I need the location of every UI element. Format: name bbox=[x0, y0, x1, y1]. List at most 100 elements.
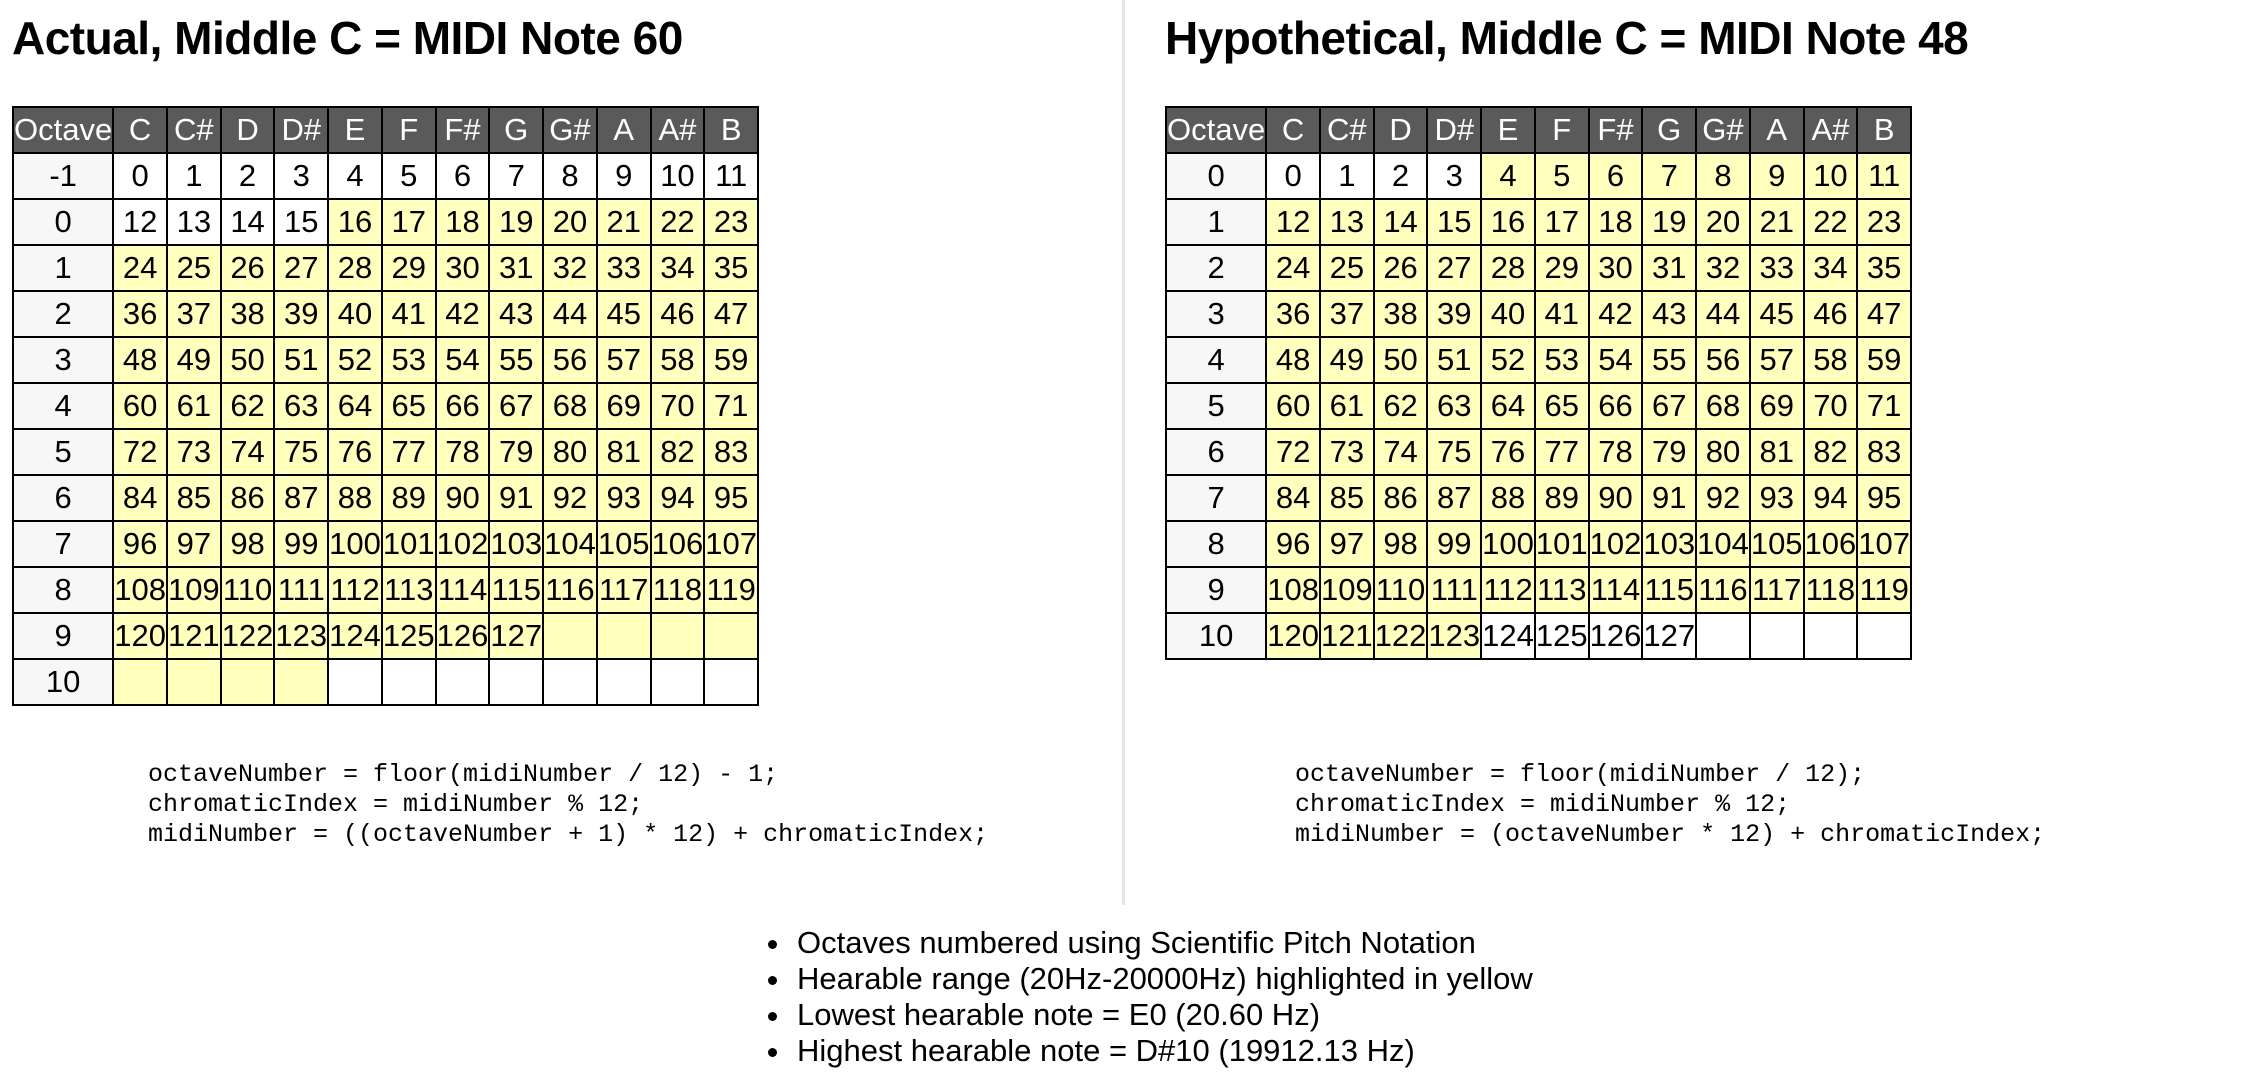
midi-note-cell: 106 bbox=[1802, 520, 1859, 568]
midi-note-cell: 65 bbox=[1533, 382, 1590, 430]
midi-note-cell: 52 bbox=[327, 336, 383, 384]
midi-note-cell: 2 bbox=[1372, 152, 1429, 200]
midi-note-cell: 50 bbox=[1372, 336, 1429, 384]
midi-note-cell: 107 bbox=[1856, 520, 1913, 568]
midi-note-cell: 39 bbox=[1426, 290, 1483, 338]
octave-cell: 6 bbox=[1164, 428, 1268, 476]
table-row: 0 0 1 2 3 4 5 6 7 8 9 10 11 bbox=[1164, 152, 1913, 200]
table-row: 9 108 109 110 111 112 113 114 115 116 117 118 119 bbox=[1164, 566, 1913, 614]
midi-note-cell: 46 bbox=[1802, 290, 1859, 338]
midi-note-cell bbox=[649, 658, 706, 706]
midi-note-cell: 120 bbox=[112, 612, 168, 660]
midi-note-cell: 8 bbox=[1695, 152, 1751, 200]
midi-note-cell: 35 bbox=[1856, 244, 1913, 292]
table-row: 9 120 121 122 123 124 125 126 127 bbox=[11, 612, 760, 660]
note-item: Lowest hearable note = E0 (20.60 Hz) bbox=[793, 997, 1533, 1033]
panel-divider bbox=[1122, 0, 1125, 905]
midi-note-cell: 110 bbox=[1372, 566, 1429, 614]
midi-note-cell: 45 bbox=[595, 290, 652, 338]
midi-note-cell: 127 bbox=[488, 612, 545, 660]
midi-note-cell: 86 bbox=[1372, 474, 1429, 522]
midi-note-cell: 72 bbox=[1265, 428, 1321, 476]
midi-note-cell: 23 bbox=[1856, 198, 1913, 246]
midi-note-cell: 14 bbox=[219, 198, 276, 246]
table-row: 1 24 25 26 27 28 29 30 31 32 33 34 35 bbox=[11, 244, 760, 292]
midi-note-cell: 34 bbox=[1802, 244, 1859, 292]
midi-note-cell: 123 bbox=[273, 612, 330, 660]
midi-note-cell: 96 bbox=[1265, 520, 1321, 568]
midi-note-cell bbox=[219, 658, 276, 706]
midi-note-cell: 13 bbox=[165, 198, 222, 246]
table-row: 7 96 97 98 99 100 101 102 103 104 105 106 107 bbox=[11, 520, 760, 568]
midi-note-cell: 92 bbox=[1695, 474, 1751, 522]
midi-note-cell: 47 bbox=[1856, 290, 1913, 338]
midi-note-cell: 105 bbox=[1748, 520, 1805, 568]
note-column-header: G bbox=[1641, 106, 1698, 154]
midi-note-cell: 46 bbox=[649, 290, 706, 338]
midi-note-cell: 114 bbox=[1587, 566, 1644, 614]
octave-cell: 8 bbox=[11, 566, 115, 614]
midi-note-cell: 68 bbox=[542, 382, 598, 430]
hypothetical-formula-code: octaveNumber = floor(midiNumber / 12); c… bbox=[1295, 760, 2045, 850]
midi-note-cell: 70 bbox=[1802, 382, 1859, 430]
midi-note-cell: 45 bbox=[1748, 290, 1805, 338]
octave-cell: 2 bbox=[1164, 244, 1268, 292]
midi-note-cell: 65 bbox=[380, 382, 437, 430]
midi-note-cell: 121 bbox=[1318, 612, 1375, 660]
midi-note-cell: 31 bbox=[488, 244, 545, 292]
table-row: 4 48 49 50 51 52 53 54 55 56 57 58 59 bbox=[1164, 336, 1913, 384]
midi-note-cell: 75 bbox=[273, 428, 330, 476]
note-column-header: F# bbox=[434, 106, 491, 154]
midi-note-cell: 88 bbox=[327, 474, 383, 522]
midi-note-cell: 44 bbox=[542, 290, 598, 338]
midi-note-cell: 114 bbox=[434, 566, 491, 614]
note-column-header: A bbox=[595, 106, 652, 154]
midi-note-cell: 13 bbox=[1318, 198, 1375, 246]
midi-note-cell bbox=[595, 658, 652, 706]
midi-note-cell: 37 bbox=[1318, 290, 1375, 338]
midi-note-cell: 22 bbox=[1802, 198, 1859, 246]
midi-note-cell bbox=[488, 658, 545, 706]
midi-note-cell: 90 bbox=[434, 474, 491, 522]
actual-title: Actual, Middle C = MIDI Note 60 bbox=[12, 12, 683, 64]
note-column-header: A bbox=[1748, 106, 1805, 154]
midi-note-cell: 91 bbox=[1641, 474, 1698, 522]
midi-note-cell bbox=[1695, 612, 1751, 660]
midi-note-cell: 116 bbox=[1695, 566, 1751, 614]
midi-note-cell: 24 bbox=[1265, 244, 1321, 292]
midi-note-cell: 105 bbox=[595, 520, 652, 568]
midi-note-cell: 82 bbox=[1802, 428, 1859, 476]
midi-note-cell: 35 bbox=[703, 244, 760, 292]
midi-note-cell: 54 bbox=[434, 336, 491, 384]
midi-note-cell: 39 bbox=[273, 290, 330, 338]
midi-note-cell: 28 bbox=[327, 244, 383, 292]
midi-note-cell: 94 bbox=[649, 474, 706, 522]
midi-note-cell: 1 bbox=[1318, 152, 1375, 200]
midi-note-cell: 79 bbox=[488, 428, 545, 476]
table-row: 8 108 109 110 111 112 113 114 115 116 117 118 119 bbox=[11, 566, 760, 614]
midi-note-cell: 40 bbox=[1480, 290, 1536, 338]
table-row: 8 96 97 98 99 100 101 102 103 104 105 106 107 bbox=[1164, 520, 1913, 568]
midi-note-cell: 7 bbox=[1641, 152, 1698, 200]
note-column-header: G bbox=[488, 106, 545, 154]
midi-note-cell: 81 bbox=[595, 428, 652, 476]
note-column-header: D# bbox=[273, 106, 330, 154]
midi-note-cell bbox=[273, 658, 330, 706]
midi-note-cell: 70 bbox=[649, 382, 706, 430]
midi-note-cell: 5 bbox=[380, 152, 437, 200]
midi-note-cell: 71 bbox=[1856, 382, 1913, 430]
midi-note-cell: 99 bbox=[1426, 520, 1483, 568]
midi-note-cell: 17 bbox=[380, 198, 437, 246]
midi-note-cell bbox=[649, 612, 706, 660]
midi-note-cell: 73 bbox=[165, 428, 222, 476]
midi-note-cell: 6 bbox=[434, 152, 491, 200]
midi-note-cell: 17 bbox=[1533, 198, 1590, 246]
midi-note-cell: 74 bbox=[1372, 428, 1429, 476]
octave-cell: 7 bbox=[11, 520, 115, 568]
midi-note-cell: 37 bbox=[165, 290, 222, 338]
midi-note-cell bbox=[1748, 612, 1805, 660]
midi-note-cell: 87 bbox=[273, 474, 330, 522]
midi-note-cell: 60 bbox=[112, 382, 168, 430]
code-line: midiNumber = (octaveNumber * 12) + chrom… bbox=[1295, 820, 2046, 849]
midi-note-cell bbox=[595, 612, 652, 660]
